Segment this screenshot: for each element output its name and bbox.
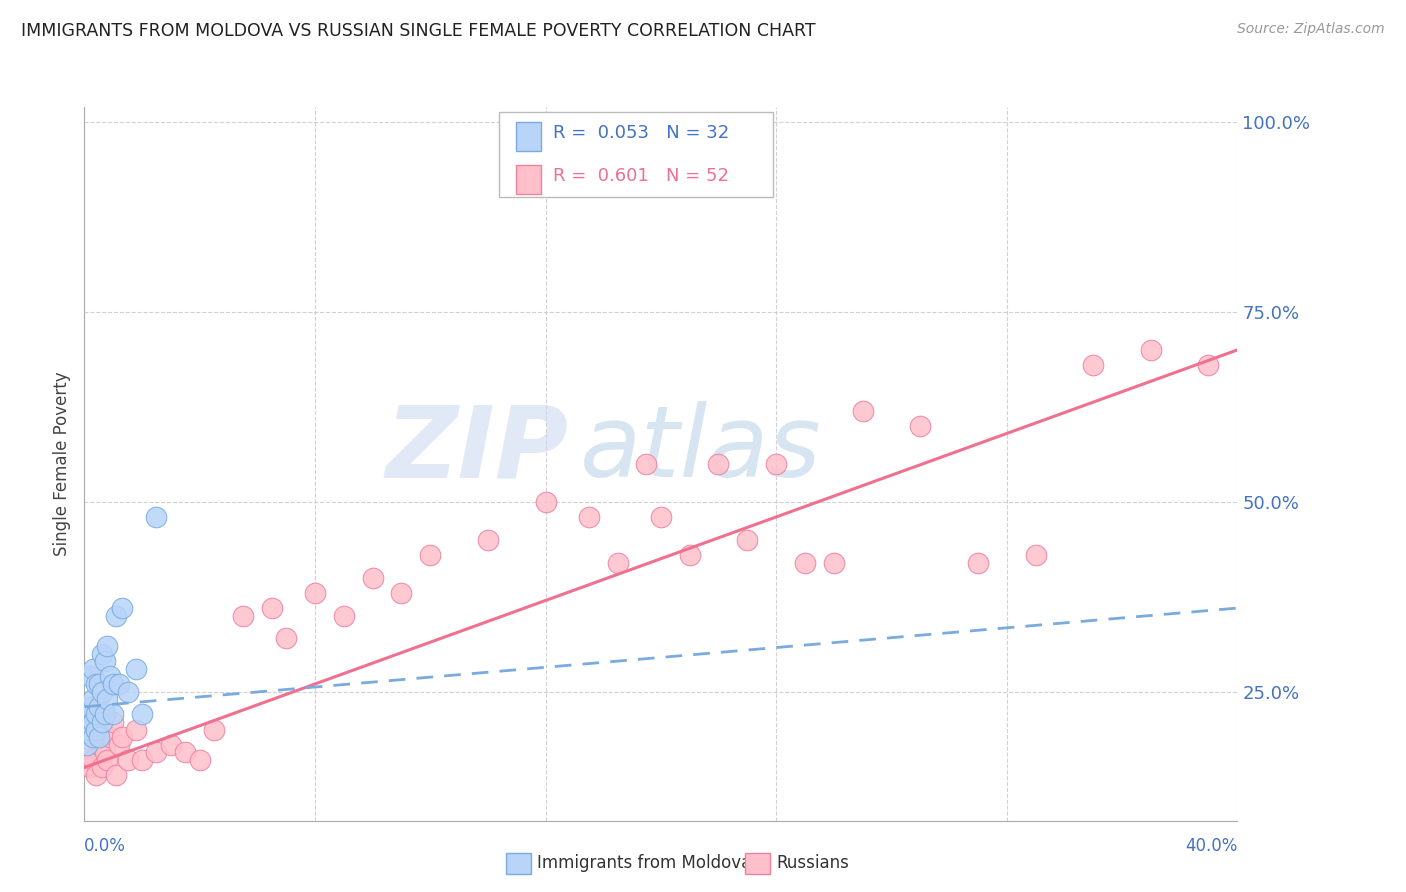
Point — [90, 684, 112, 698]
Point — [391, 586, 413, 600]
Point — [96, 692, 118, 706]
Point — [87, 738, 110, 752]
Point — [98, 669, 121, 683]
Point — [908, 418, 931, 433]
Text: ZIP: ZIP — [385, 401, 568, 498]
Point — [707, 457, 730, 471]
Point — [188, 753, 211, 767]
Point — [260, 601, 283, 615]
Point — [145, 745, 167, 759]
Point — [76, 707, 98, 722]
Point — [93, 654, 115, 668]
Point — [419, 548, 441, 562]
Point — [276, 632, 298, 646]
Point — [79, 760, 101, 774]
Point — [679, 548, 702, 562]
Point — [117, 684, 139, 698]
Text: atlas: atlas — [581, 401, 821, 498]
Point — [103, 714, 125, 729]
Y-axis label: Single Female Poverty: Single Female Poverty — [53, 372, 72, 556]
Point — [96, 753, 118, 767]
Point — [332, 608, 354, 623]
Text: R =  0.601   N = 52: R = 0.601 N = 52 — [553, 167, 728, 185]
Point — [103, 677, 125, 691]
Point — [76, 745, 98, 759]
Point — [108, 677, 131, 691]
Point — [84, 768, 107, 782]
Point — [1198, 358, 1220, 372]
Point — [90, 760, 112, 774]
Point — [145, 510, 167, 524]
Point — [87, 699, 110, 714]
Point — [232, 608, 254, 623]
Text: Source: ZipAtlas.com: Source: ZipAtlas.com — [1237, 22, 1385, 37]
Point — [87, 707, 110, 722]
Point — [98, 730, 121, 744]
Point — [794, 556, 817, 570]
Point — [304, 586, 326, 600]
Point — [82, 662, 104, 676]
Point — [1140, 343, 1163, 357]
Point — [84, 707, 107, 722]
Point — [967, 556, 990, 570]
Point — [1083, 358, 1105, 372]
Point — [131, 707, 153, 722]
Point — [125, 662, 148, 676]
Point — [737, 533, 759, 547]
Point — [160, 738, 183, 752]
Point — [103, 707, 125, 722]
Point — [1025, 548, 1047, 562]
Point — [131, 753, 153, 767]
Text: Russians: Russians — [776, 854, 849, 871]
Point — [111, 730, 134, 744]
Point — [105, 608, 128, 623]
Point — [82, 714, 104, 729]
Point — [87, 730, 110, 744]
Point — [79, 723, 101, 737]
Point — [90, 647, 112, 661]
Point — [174, 745, 197, 759]
Point — [79, 669, 101, 683]
Text: Immigrants from Moldova: Immigrants from Moldova — [537, 854, 751, 871]
Point — [650, 510, 672, 524]
Point — [84, 723, 107, 737]
Point — [82, 730, 104, 744]
Point — [93, 707, 115, 722]
Point — [765, 457, 787, 471]
Point — [606, 556, 628, 570]
Text: 40.0%: 40.0% — [1185, 838, 1237, 855]
Point — [82, 753, 104, 767]
Point — [93, 745, 115, 759]
Point — [96, 639, 118, 653]
Point — [87, 677, 110, 691]
Text: IMMIGRANTS FROM MOLDOVA VS RUSSIAN SINGLE FEMALE POVERTY CORRELATION CHART: IMMIGRANTS FROM MOLDOVA VS RUSSIAN SINGL… — [21, 22, 815, 40]
Point — [117, 753, 139, 767]
Point — [202, 723, 225, 737]
Point — [534, 495, 557, 509]
Point — [105, 768, 128, 782]
Point — [90, 714, 112, 729]
Text: 0.0%: 0.0% — [84, 838, 127, 855]
Point — [108, 738, 131, 752]
Point — [82, 692, 104, 706]
Point — [477, 533, 499, 547]
Point — [361, 571, 384, 585]
Point — [82, 714, 104, 729]
Point — [76, 738, 98, 752]
Point — [636, 457, 658, 471]
Point — [578, 510, 600, 524]
Point — [125, 723, 148, 737]
Point — [852, 403, 875, 417]
Point — [84, 730, 107, 744]
Point — [79, 723, 101, 737]
Point — [111, 601, 134, 615]
Text: R =  0.053   N = 32: R = 0.053 N = 32 — [553, 124, 728, 142]
Point — [84, 677, 107, 691]
Point — [823, 556, 845, 570]
Point — [79, 699, 101, 714]
